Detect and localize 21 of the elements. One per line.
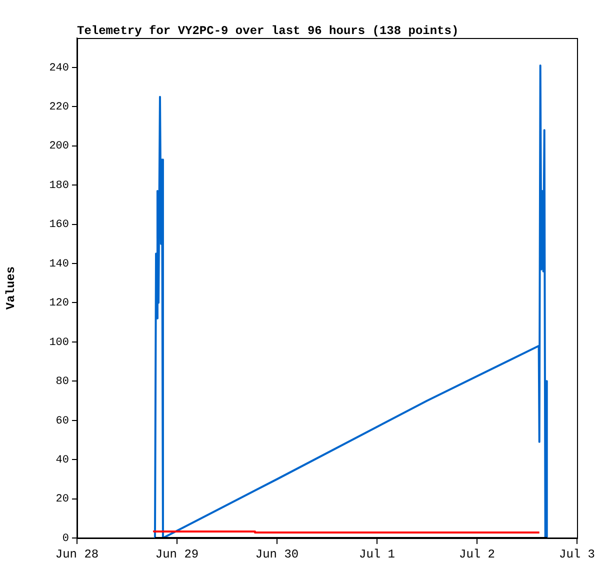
- chart-title: Telemetry for VY2PC-9 over last 96 hours (138 points): [77, 24, 459, 38]
- y-tick-label: 20: [56, 494, 69, 506]
- y-tick-label: 0: [62, 532, 69, 545]
- x-tick-label: Jun 28: [55, 547, 99, 562]
- x-tick-label: Jun 30: [255, 547, 299, 562]
- y-tick-label: 160: [49, 219, 69, 232]
- y-tick-label: 80: [56, 376, 69, 388]
- y-tick-label: 60: [56, 415, 69, 428]
- y-tick-label: 120: [49, 298, 69, 310]
- y-axis-title: Values: [4, 266, 18, 310]
- y-tick-label: 100: [49, 336, 69, 349]
- y-tick-label: 180: [49, 180, 69, 192]
- x-tick-label: Jul 1: [358, 547, 396, 562]
- y-tick-label: 200: [49, 140, 69, 153]
- x-tick-label: Jul 2: [458, 547, 496, 562]
- y-tick-label: 240: [49, 62, 69, 74]
- x-tick-label: Jul 3: [558, 547, 596, 562]
- y-tick-label: 140: [49, 258, 69, 270]
- y-tick-label: 220: [49, 102, 69, 114]
- y-tick-label: 40: [56, 454, 69, 466]
- x-tick-label: Jun 29: [155, 547, 199, 562]
